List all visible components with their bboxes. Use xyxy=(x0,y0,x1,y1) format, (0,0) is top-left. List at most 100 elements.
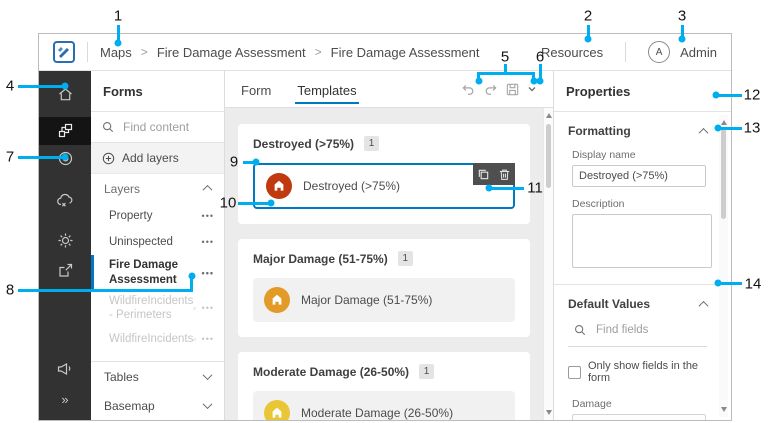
offline-cloud-icon[interactable] xyxy=(39,192,91,208)
only-show-fields-checkbox-row[interactable]: Only show fields in the form xyxy=(568,360,707,384)
callout-dot xyxy=(61,82,69,90)
duplicate-icon[interactable] xyxy=(473,163,494,185)
checkbox-label: Only show fields in the form xyxy=(588,360,699,384)
destroyed-symbol-icon xyxy=(266,173,292,199)
undo-icon[interactable] xyxy=(461,82,476,97)
callout-number-11: 11 xyxy=(527,179,543,197)
resources-link[interactable]: Resources xyxy=(541,44,604,60)
properties-panel: Properties Formatting Display name Descr… xyxy=(553,71,731,420)
app-sidebar: » xyxy=(39,71,91,420)
find-fields-input[interactable] xyxy=(594,323,688,337)
app-header: Maps > Fire Damage Assessment > Fire Dam… xyxy=(39,34,731,71)
not-supported-icon xyxy=(193,306,197,310)
callout-line xyxy=(538,64,542,79)
breadcrumb-map-name[interactable]: Fire Damage Assessment xyxy=(156,44,306,60)
scroll-up-arrow[interactable] xyxy=(546,113,552,118)
major-damage-symbol-icon xyxy=(264,287,290,313)
save-icon[interactable] xyxy=(505,82,520,97)
properties-scrollbar[interactable] xyxy=(719,115,728,417)
scroll-up-arrow[interactable] xyxy=(721,120,727,125)
add-layers-button[interactable]: Add layers xyxy=(91,143,224,174)
callout-line xyxy=(477,72,480,79)
find-fields-search[interactable] xyxy=(568,311,707,347)
layer-overflow-menu[interactable]: ••• xyxy=(201,334,214,344)
damage-field-value[interactable] xyxy=(572,414,706,420)
scrollbar-thumb[interactable] xyxy=(721,129,726,219)
group-heading: Major Damage (51-75%) xyxy=(253,251,388,266)
scroll-down-arrow[interactable] xyxy=(546,410,552,415)
callout-line xyxy=(719,93,742,97)
app-logo-icon[interactable] xyxy=(53,41,75,63)
layer-item-fire-damage-assessment[interactable]: Fire Damage Assessment ••• xyxy=(91,255,224,291)
callout-number-6: 6 xyxy=(535,48,545,66)
layer-item-property[interactable]: Property ••• xyxy=(109,209,214,222)
find-content-search[interactable] xyxy=(91,112,224,143)
default-values-section-header[interactable]: Default Values xyxy=(568,297,709,311)
callout-line xyxy=(116,25,120,41)
layer-overflow-menu[interactable]: ••• xyxy=(201,267,214,278)
checkbox-unchecked[interactable] xyxy=(568,365,581,379)
sidebar-expand-icon[interactable]: » xyxy=(61,392,69,407)
tab-form[interactable]: Form xyxy=(241,82,272,98)
template-card-destroyed[interactable]: Destroyed (>75%) xyxy=(253,163,515,209)
breadcrumb-form-name: Fire Damage Assessment xyxy=(330,44,480,60)
callout-line xyxy=(503,64,507,74)
search-input[interactable] xyxy=(121,119,211,135)
templates-scrollbar[interactable] xyxy=(543,108,553,420)
share-export-icon[interactable] xyxy=(39,262,91,279)
tab-templates[interactable]: Templates xyxy=(295,73,359,106)
breadcrumb-maps[interactable]: Maps xyxy=(100,44,132,60)
scroll-down-arrow[interactable] xyxy=(721,407,727,412)
callout-line xyxy=(492,186,524,190)
chevron-up-icon xyxy=(698,300,709,311)
callout-line xyxy=(238,201,269,205)
tables-section-header[interactable]: Tables xyxy=(91,362,224,391)
save-menu-chevron-icon[interactable] xyxy=(527,84,537,94)
layer-overflow-menu[interactable]: ••• xyxy=(201,211,214,221)
template-card-major-damage[interactable]: Major Damage (51-75%) xyxy=(253,278,515,322)
user-avatar[interactable]: A xyxy=(648,41,671,63)
callout-dot xyxy=(536,77,544,85)
feedback-megaphone-icon[interactable] xyxy=(39,360,91,377)
breadcrumb: Maps > Fire Damage Assessment > Fire Dam… xyxy=(100,45,480,60)
callout-line xyxy=(243,160,254,164)
properties-panel-title: Properties xyxy=(554,71,731,112)
header-divider xyxy=(87,42,88,62)
display-name-field[interactable] xyxy=(572,165,706,187)
callout-number-14: 14 xyxy=(744,275,762,293)
callout-dot xyxy=(475,77,482,85)
add-layers-label: Add layers xyxy=(122,151,179,165)
callout-number-5: 5 xyxy=(500,48,510,66)
basemap-section-header[interactable]: Basemap xyxy=(91,391,224,420)
templates-panel: Form Templates xyxy=(225,71,553,420)
callout-dot xyxy=(714,279,722,287)
plus-circle-icon xyxy=(102,152,115,164)
layers-section-header[interactable]: Layers xyxy=(91,174,224,203)
delete-trash-icon[interactable] xyxy=(494,163,515,185)
callout-number-13: 13 xyxy=(743,119,761,137)
redo-icon[interactable] xyxy=(483,82,498,97)
callout-number-8: 8 xyxy=(5,281,15,299)
callout-line xyxy=(190,278,193,290)
forms-layers-icon[interactable] xyxy=(39,122,91,139)
callout-dot xyxy=(188,272,195,280)
layer-overflow-menu[interactable]: ••• xyxy=(201,303,214,314)
not-supported-icon xyxy=(193,337,197,341)
callout-line xyxy=(532,72,535,79)
template-group-destroyed: Destroyed (>75%) 1 Destroyed (>75%) xyxy=(238,124,530,224)
scrollbar-thumb[interactable] xyxy=(546,124,551,188)
layer-overflow-menu[interactable]: ••• xyxy=(201,237,214,247)
callout-number-4: 4 xyxy=(5,77,15,95)
search-icon xyxy=(574,324,586,336)
template-card-moderate-damage[interactable]: Moderate Damage (26-50%) xyxy=(253,391,515,420)
layer-item-uninspected[interactable]: Uninspected ••• xyxy=(109,235,214,248)
user-menu[interactable]: Admin xyxy=(680,44,717,60)
description-field[interactable] xyxy=(572,214,712,268)
layer-item-wildfire-perimeters[interactable]: WildfireIncidents - Perimeters ••• xyxy=(109,294,214,322)
callout-line xyxy=(18,84,63,88)
formatting-section-header[interactable]: Formatting xyxy=(568,124,709,138)
template-group-moderate-damage: Moderate Damage (26-50%) 1 Moderate Dama… xyxy=(238,352,530,420)
layer-item-wildfire-incidents[interactable]: WildfireIncidents ••• xyxy=(109,332,214,345)
settings-gear-icon[interactable] xyxy=(39,232,91,249)
